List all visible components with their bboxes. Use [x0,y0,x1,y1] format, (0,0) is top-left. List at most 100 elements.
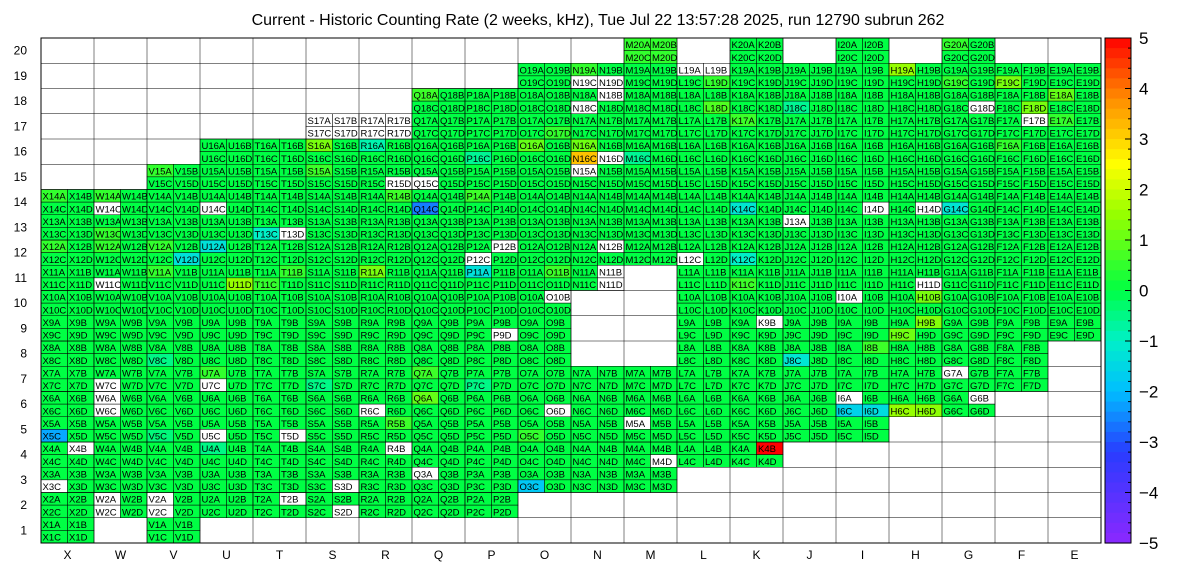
cell-label-O9B: O9B [546,318,565,329]
cell-label-M4A: M4A [626,444,646,455]
cell-label-K6D: K6D [758,406,777,417]
cell-label-G11D: G11D [970,280,994,291]
cell-label-K5C: K5C [732,432,751,443]
colorbar-band [1105,58,1131,69]
cell-label-H18C: H18C [891,103,915,114]
cell-label-R6A: R6A [361,394,380,405]
cell-label-T5A: T5A [255,419,273,430]
cell-label-P6D: P6D [493,406,512,417]
cell-label-S11C: S11C [308,280,331,291]
colorbar-band [1105,462,1131,473]
cell-label-U10C: U10C [202,305,226,316]
cell-label-Q17B: Q17B [440,116,464,127]
cell-label-J19A: J19A [785,65,807,76]
cell-label-O10B: O10B [546,293,570,304]
cell-label-G17C: G17C [944,129,969,140]
cell-label-S4D: S4D [334,457,353,468]
cell-label-L9B: L9B [705,318,722,329]
cell-label-M17B: M17B [652,116,677,127]
cell-label-K8B: K8B [758,343,776,354]
colorbar-band [1105,48,1131,59]
cell-label-I19C: I19C [838,78,858,89]
cell-label-I12A: I12A [838,242,858,253]
cell-label-R6C: R6C [361,406,380,417]
cell-label-K6A: K6A [732,394,751,405]
cell-label-K7B: K7B [758,368,776,379]
cell-label-U13B: U13B [228,217,252,228]
cell-label-T4C: T4C [255,457,273,468]
cell-label-V9D: V9D [175,331,194,342]
cell-label-Q9A: Q9A [414,318,434,329]
cell-label-I15C: I15C [838,179,858,190]
cell-label-U6C: U6C [202,406,221,417]
cell-label-K15C: K15C [732,179,756,190]
cell-label-U15B: U15B [228,166,252,177]
cell-label-M18D: M18D [652,103,677,114]
cell-label-T11B: T11B [281,267,303,278]
cell-label-J7A: J7A [785,368,802,379]
cell-label-R17C: R17C [361,129,385,140]
cell-label-I17C: I17C [838,129,858,140]
cell-label-M6A: M6A [626,394,646,405]
cell-label-O6B: O6B [546,394,565,405]
cell-label-I6C: I6C [838,406,853,417]
cell-label-W5D: W5D [122,432,143,443]
cell-label-Q12A: Q12A [414,242,439,253]
cell-label-V1C: V1C [149,533,168,544]
cell-label-H16C: H16C [891,154,915,165]
cell-label-S17D: S17D [334,129,358,140]
cell-label-N12A: N12A [573,242,597,253]
cell-label-J17C: J17C [785,129,807,140]
cell-label-S2D: S2D [334,507,353,518]
cell-label-V6A: V6A [149,394,168,405]
cell-label-J15B: J15B [811,166,833,177]
cell-label-H8C: H8C [891,356,910,367]
cell-label-L18B: L18B [705,91,727,102]
colorbar-band [1105,330,1131,342]
cell-label-U13A: U13A [202,217,226,228]
cell-label-F11B: F11B [1023,267,1045,278]
cell-label-S5A: S5A [308,419,327,430]
cell-label-G9A: G9A [944,318,964,329]
cell-label-K4A: K4A [732,444,751,455]
cell-label-K17B: K17B [758,116,781,127]
cell-label-G7A: G7A [944,368,964,379]
cell-label-N15A: N15A [573,166,597,177]
cell-label-U14C: U14C [202,204,226,215]
cell-label-L6B: L6B [705,394,722,405]
cell-label-M3D: M3D [652,482,672,493]
cell-label-V4C: V4C [149,457,168,468]
cell-label-G13D: G13D [970,230,995,241]
cell-label-G19C: G19C [944,78,969,89]
cell-label-H19D: H19D [917,78,941,89]
cell-label-T14B: T14B [281,192,304,203]
cell-label-P3D: P3D [493,482,512,493]
y-tick-9: 9 [20,321,27,335]
y-tick-15: 15 [14,170,28,184]
cell-label-F16D: F16D [1023,154,1046,165]
cell-label-P5D: P5D [493,432,512,443]
cell-label-E12D: E12D [1076,255,1100,266]
colorbar-band [1105,381,1131,393]
cell-label-W9C: W9C [96,331,117,342]
cell-label-H15D: H15D [917,179,941,190]
cell-label-K15D: K15D [758,179,782,190]
cell-label-F11C: F11C [997,280,1020,291]
cell-label-Q10A: Q10A [414,293,439,304]
cell-label-P2B: P2B [493,495,511,506]
y-tick-1: 1 [20,523,27,537]
cell-label-R5A: R5A [361,419,380,430]
cell-label-O12B: O12B [546,242,570,253]
cell-label-X12A: X12A [43,242,67,253]
cell-label-O6C: O6C [520,406,540,417]
cell-label-H12D: H12D [917,255,941,266]
x-tick-W: W [115,548,127,562]
cell-label-F9A: F9A [997,318,1015,329]
cell-label-K4C: K4C [732,457,751,468]
cell-label-N18A: N18A [573,91,597,102]
colorbar-band [1105,320,1131,332]
cell-label-M16D: M16D [652,154,677,165]
cell-label-L15B: L15B [705,166,727,177]
cell-label-T5C: T5C [255,432,273,443]
cell-label-R2B: R2B [387,495,405,506]
